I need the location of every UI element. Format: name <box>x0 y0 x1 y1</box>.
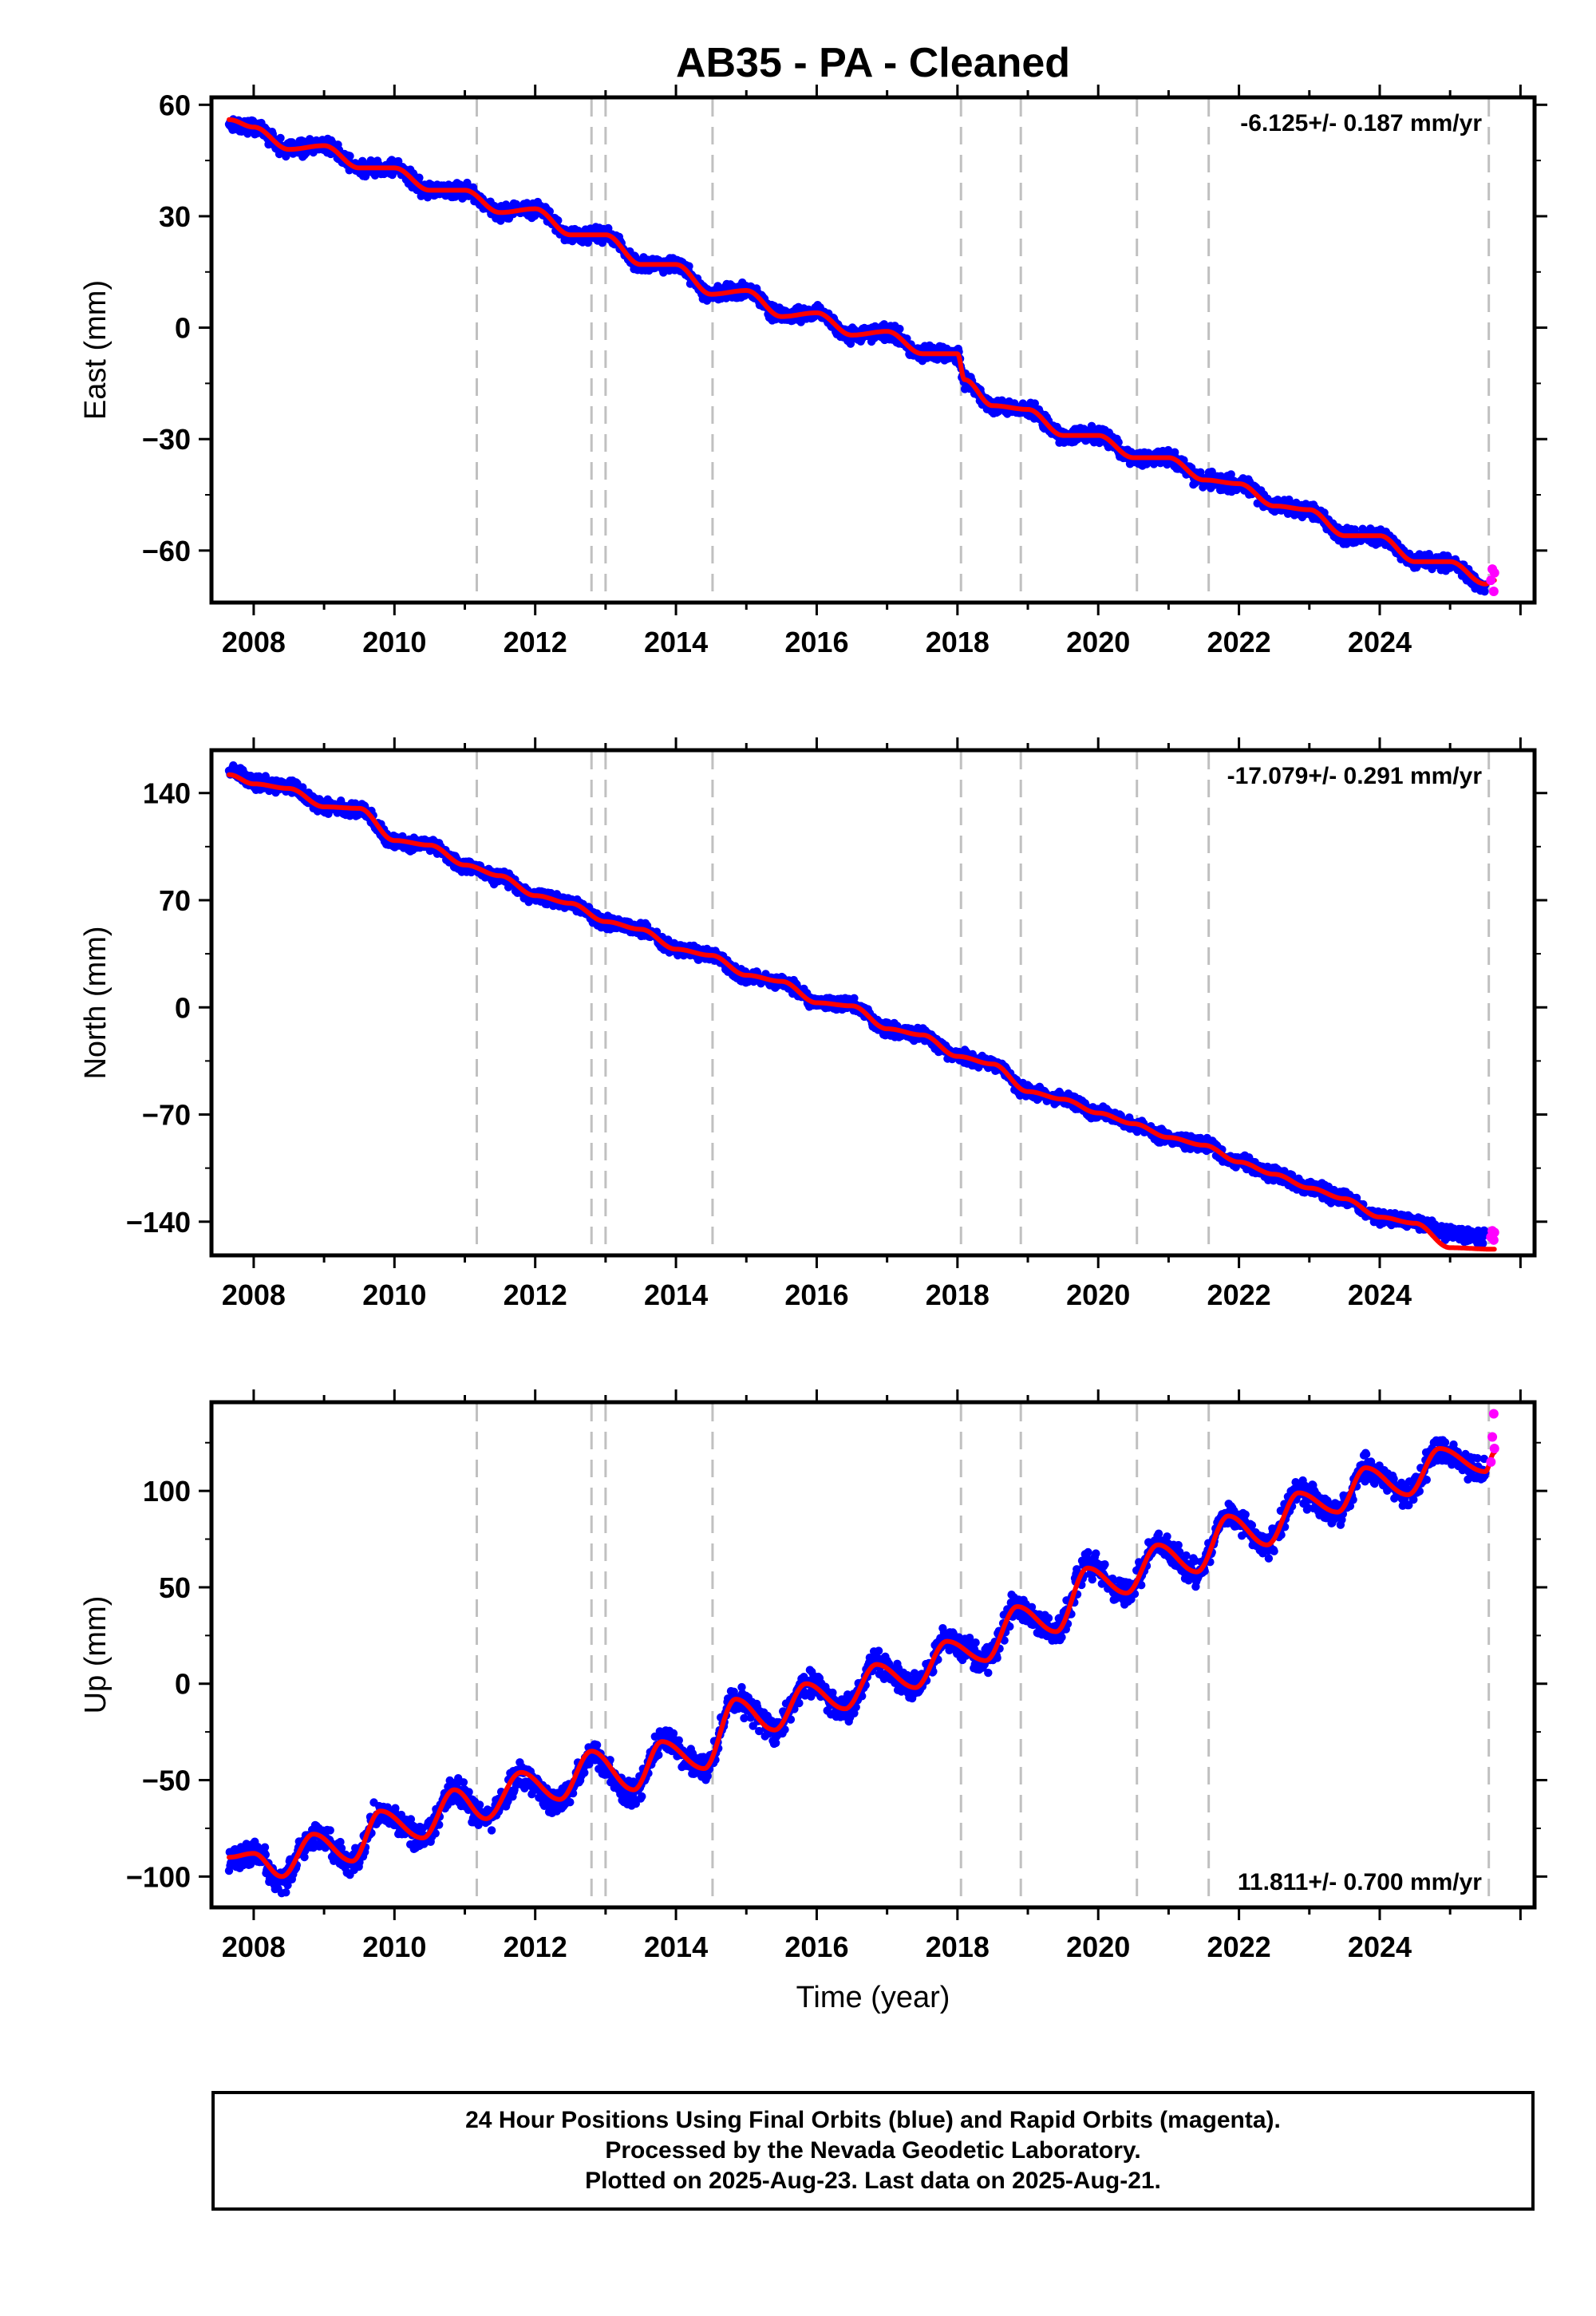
y-tick-label: 0 <box>175 991 191 1024</box>
x-tick-label: 2018 <box>926 1279 990 1311</box>
x-tick-label: 2014 <box>644 626 708 658</box>
final-orbit-point <box>282 1888 290 1897</box>
final-orbit-point <box>415 173 424 182</box>
final-orbit-point <box>583 238 592 247</box>
x-tick-label: 2016 <box>784 1279 848 1311</box>
x-tick-label: 2018 <box>926 626 990 658</box>
y-tick-label: 30 <box>159 200 191 233</box>
final-orbit-points <box>224 1436 1490 1898</box>
x-tick-label: 2012 <box>504 626 567 658</box>
x-tick-label: 2022 <box>1207 1279 1271 1311</box>
x-tick-label: 2010 <box>362 626 426 658</box>
model-curve <box>227 772 1497 1252</box>
y-tick-label: −140 <box>126 1206 191 1239</box>
final-orbit-point <box>260 1843 270 1852</box>
x-tick-label: 2014 <box>644 1279 708 1311</box>
final-orbit-point <box>604 223 613 233</box>
final-orbit-point <box>487 1826 496 1835</box>
final-orbit-point <box>1196 468 1205 476</box>
x-tick-label: 2020 <box>1066 1279 1130 1311</box>
x-tick-label: 2022 <box>1207 626 1271 658</box>
y-tick-label: 140 <box>143 777 191 810</box>
final-orbit-point <box>1480 587 1489 596</box>
final-orbit-point <box>566 1798 575 1807</box>
final-orbit-point <box>475 1800 484 1809</box>
x-tick-label: 2012 <box>504 1279 567 1311</box>
rate-label: -17.079+/- 0.291 mm/yr <box>1227 763 1483 789</box>
final-orbit-point <box>895 324 904 334</box>
panel-east: 60 30 0 −30 −60 2008 2010 2012 2014 2016 2018 2020 2… <box>79 85 1547 658</box>
y-axis-label: East (mm) <box>79 280 113 420</box>
final-orbit-points <box>224 761 1490 1248</box>
panel-north: 140 70 0 −70 −140 2008 2010 2012 2014 2016 2018 202… <box>79 737 1547 1311</box>
final-orbit-points <box>224 115 1490 596</box>
final-orbit-point <box>346 152 354 160</box>
rapid-orbit-point <box>1489 1227 1499 1238</box>
final-orbit-point <box>1479 1239 1487 1248</box>
x-tick-label: 2024 <box>1348 626 1412 658</box>
final-orbit-point <box>276 133 285 143</box>
x-tick-label: 2008 <box>222 1279 286 1311</box>
rapid-orbit-point <box>1489 567 1499 578</box>
y-tick-label: −70 <box>142 1099 191 1132</box>
final-orbit-point <box>1227 470 1235 479</box>
y-tick-label: 0 <box>175 312 191 345</box>
final-orbit-point <box>326 1826 334 1835</box>
y-tick-label: −60 <box>142 535 191 567</box>
rate-label: -6.125+/- 0.187 mm/yr <box>1240 110 1482 136</box>
y-tick-label: 60 <box>159 89 191 121</box>
y-axis-label: North (mm) <box>79 926 113 1079</box>
final-orbit-point <box>1030 399 1040 408</box>
rapid-orbit-point <box>1488 587 1499 597</box>
chart-title: AB35 - PA - Cleaned <box>676 40 1070 86</box>
x-tick-label: 2016 <box>784 626 848 658</box>
panels: 60 30 0 −30 −60 2008 2010 2012 2014 2016 2018 2020 2… <box>79 85 1547 1963</box>
x-tick-label: 2008 <box>222 626 286 658</box>
plot-frame <box>209 748 1537 1258</box>
y-tick-label: 70 <box>159 884 191 917</box>
x-tick-label: 2024 <box>1348 1279 1412 1311</box>
y-tick-label: −30 <box>142 423 191 456</box>
x-tick-label: 2010 <box>362 1279 426 1311</box>
x-tick-label: 2020 <box>1066 626 1130 658</box>
final-orbit-point <box>459 1778 468 1787</box>
